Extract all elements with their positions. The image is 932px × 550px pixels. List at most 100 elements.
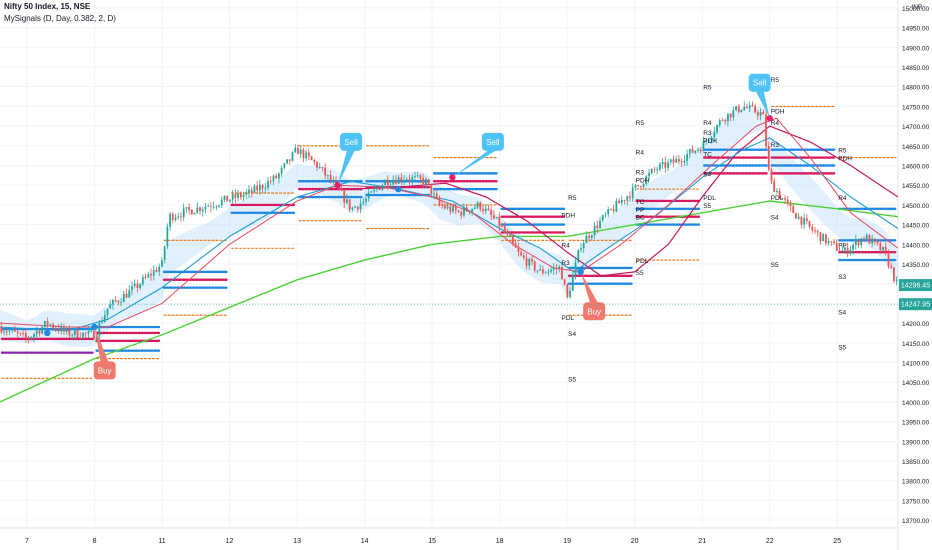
price-tick-label: 14700.00 [902,124,929,131]
candle-body [427,179,430,184]
price-tick-label: 14950.00 [902,26,929,33]
candle-body [746,106,748,108]
candle-body [226,195,229,202]
candle-body [416,175,419,177]
candle-body [876,241,879,244]
price-tags: 14296.45 14247.95 [0,279,932,311]
candle-body [506,232,509,234]
candle-body [463,207,465,216]
time-tick-label: 19 [563,538,571,545]
candle-body [871,238,874,244]
candle-body [422,178,425,185]
price-tick-label: 13950.00 [902,420,929,427]
candle-body [103,315,106,323]
candle-body [310,156,313,161]
candle-body [536,270,539,272]
candle-body [699,149,702,152]
candle-body [196,207,199,213]
candle-body [805,218,808,222]
candle-body [702,141,705,152]
candle-body [98,322,101,336]
candle-body [275,175,278,179]
candle-body [101,322,103,323]
price-tick-label: 14050.00 [902,380,929,387]
candle-body [365,198,367,202]
candle-body [577,249,580,263]
candle-body [890,266,893,268]
level-label: S4 [568,331,576,338]
level-label: S5 [568,376,576,383]
candle-body [873,238,876,242]
indicator-legend[interactable]: MySignals (D, Day, 0.382, 2, D) [4,14,116,23]
time-axis: 7 8 11 12 13 14 15 18 19 20 21 22 25 [25,538,841,545]
candle-body [73,329,76,335]
level-label: TC [703,152,712,159]
candle-body [705,140,708,142]
candle-body [253,185,256,193]
candle-body [150,273,152,276]
candle-body [773,181,776,192]
buy-signal-label: Buy [98,366,112,375]
candle-body [471,208,474,213]
candle-body [419,175,422,179]
candle-body [669,159,672,163]
candle-body [158,266,161,272]
candle-body [517,247,520,252]
candle-body [122,293,125,303]
level-label: R5 [568,195,577,202]
level-label: PP [636,207,645,214]
candle-body [321,167,324,168]
candle-body [727,113,729,122]
candle-body [356,206,359,210]
price-tick-label: 14400.00 [902,242,929,249]
candle-body [204,206,207,210]
time-tick-label: 18 [496,538,504,545]
candle-body [694,150,697,153]
candle-body [27,337,30,339]
level-label: PDH [636,177,650,184]
level-label: PDH [771,108,785,115]
candle-body [824,234,827,244]
buy-pointer [580,271,599,304]
candle-body [400,177,403,182]
pivot-level-labels: R5R4PDHR3PDLS4S5R5R4R3PDHTCPPBCPDLS5R5R4… [561,77,852,383]
candle-body [144,277,147,278]
candle-body [737,106,740,112]
candle-body [201,209,204,212]
candle-body [190,209,193,215]
ma-crimson-line [351,125,899,277]
candle-body [487,208,490,211]
candle-body [544,272,547,274]
candle-body [288,159,291,161]
time-tick-label: 22 [766,538,774,545]
candle-body [90,330,93,332]
time-tick-label: 7 [25,538,29,545]
symbol-title[interactable]: Nifty 50 Index, 15, NSE [4,2,91,11]
level-label: BC [636,215,645,222]
price-tick-label: 13850.00 [902,459,929,466]
candle-body [514,243,517,248]
candle-body [667,162,669,168]
candle-body [131,286,133,291]
candle-body [623,200,626,201]
level-label: R4 [838,195,847,202]
level-label: R3 [561,260,570,267]
candle-body [335,180,337,184]
time-tick-label: 13 [293,538,301,545]
candle-body [762,111,765,115]
candle-body [852,244,854,250]
candle-body [141,277,144,285]
time-tick-label: 20 [631,538,639,545]
chart-grid [0,0,899,550]
signal-dot [449,174,456,181]
candle-body [822,234,825,242]
candle-body [795,213,797,219]
candle-body [199,207,201,212]
candle-body [566,284,569,298]
candle-body [569,290,571,298]
level-label: R5 [703,85,712,92]
signal-markers[interactable]: Sell Sell Sell Buy Buy [44,73,773,380]
candle-body [229,199,231,202]
candle-body [751,105,754,107]
